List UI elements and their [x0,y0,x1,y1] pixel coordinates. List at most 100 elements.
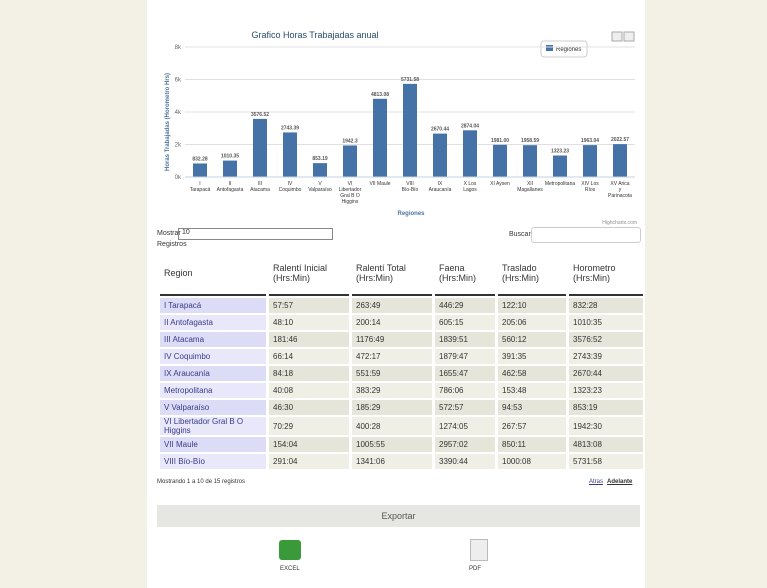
table-cell: 40:08 [269,383,349,398]
table-row: IV Coquimbo 66:14 472:17 1879:47 391:35 2743:… [160,349,643,364]
value-label: 832.28 [192,156,208,162]
table-row: V Valparaíso 46:30 185:29 572:57 94:53 853:19 [160,400,643,415]
table-cell: 5731:58 [569,454,643,469]
value-label: 2874.04 [461,123,479,129]
excel-label[interactable]: EXCEL [280,566,300,572]
table-cell: 3576:52 [569,332,643,347]
table-cell: 572:57 [435,400,495,415]
table-cell: 48:10 [269,315,349,330]
y-tick-label: 2k [175,143,182,149]
x-tick-label: VII Maule [369,181,390,187]
table-cell: 267:57 [498,417,566,435]
value-label: 1963.04 [581,138,599,144]
table-cell: 560:12 [498,332,566,347]
x-tick-label: XII Magallanes [517,181,543,193]
x-tick-label: XIV Los Ríos [581,181,599,193]
table-cell: 462:58 [498,366,566,381]
next-link[interactable]: Adelante [607,479,633,485]
table-cell: V Valparaíso [160,400,266,415]
table-cell: 70:29 [269,417,349,435]
bar [253,118,267,177]
table-cell: 786:06 [435,383,495,398]
table-row: VII Maule 154:04 1005:55 2957:02 850:11 4813:… [160,437,643,452]
table-cell: IV Coquimbo [160,349,266,364]
table-row: VI Libertador Gral B O Higgins 70:29 400:2… [160,417,643,435]
table-cell: 1839:51 [435,332,495,347]
table-cell: 1942:30 [569,417,643,435]
table-cell: II Antofagasta [160,315,266,330]
pdf-icon[interactable] [470,539,488,561]
column-header[interactable]: Horometro (Hrs:Min) [569,252,643,296]
table-cell: 850:11 [498,437,566,452]
table-cell: 400:28 [352,417,432,435]
table-cell: IX Araucanía [160,366,266,381]
value-label: 1323.23 [551,148,569,154]
table-row: VIII Bío-Bío 291:04 1341:06 3390:44 1000:08 5… [160,454,643,469]
table-cell: 66:14 [269,349,349,364]
value-label: 1981.00 [491,138,509,144]
chart-title: Grafico Horas Trabajadas anual [251,30,378,40]
table-cell: 1010:35 [569,315,643,330]
header-row: Region Ralentí Inicial (Hrs:Min) Ralentí T… [160,252,643,296]
table-cell: 94:53 [498,400,566,415]
table-cell: 551:59 [352,366,432,381]
table-cell: 1000:08 [498,454,566,469]
table-cell: 153:48 [498,383,566,398]
table-cell: 205:06 [498,315,566,330]
x-axis-label: Regiones [397,211,425,217]
table-cell: Metropolitana [160,383,266,398]
table-cell: 185:29 [352,400,432,415]
table-cell: 853:19 [569,400,643,415]
y-tick-label: 8k [175,45,182,51]
y-tick-label: 0k [175,175,182,181]
column-header[interactable]: Ralentí Total (Hrs:Min) [352,252,432,296]
value-label: 1942.3 [342,138,358,144]
column-header[interactable]: Faena (Hrs:Min) [435,252,495,296]
value-label: 3576.52 [251,112,269,118]
search-input[interactable] [531,227,641,243]
x-tick-label: IX Araucanía [429,181,452,193]
bar [463,130,477,177]
column-header[interactable]: Traslado (Hrs:Min) [498,252,566,296]
excel-icon[interactable] [279,540,301,560]
export-title: Exportar [157,505,640,527]
table-cell: 1655:47 [435,366,495,381]
bar [493,144,507,177]
records-label: Registros [157,241,187,248]
y-axis-label: Horas Trabajadas (Horometro Hrs) [165,73,171,171]
column-header[interactable]: Ralentí Inicial (Hrs:Min) [269,252,349,296]
export-button[interactable] [623,31,635,42]
table-row: IX Araucanía 84:18 551:59 1655:47 462:58 2670… [160,366,643,381]
bar [403,83,417,177]
value-label: 853.19 [312,156,328,162]
bar [523,145,537,177]
table-cell: 2957:02 [435,437,495,452]
x-tick-label: V Valparaíso [308,181,332,193]
x-tick-label: X Los Lagos [463,181,477,193]
credit[interactable]: Highcharts.com [602,220,637,226]
table-cell: 446:29 [435,298,495,313]
x-tick-label: IV Coquimbo [279,181,302,193]
value-label: 2743.39 [281,125,299,131]
table-cell: III Atacama [160,332,266,347]
table-cell: 154:04 [269,437,349,452]
legend-label[interactable]: Regiones [556,47,581,53]
y-tick-label: 4k [175,110,182,116]
pdf-label[interactable]: PDF [469,566,481,572]
table-cell: 4813:08 [569,437,643,452]
column-header[interactable]: Region [160,252,266,296]
print-button[interactable] [611,31,623,42]
table-cell: 57:57 [269,298,349,313]
chart: Grafico Horas Trabajadas anual Horas Tra… [165,30,637,226]
bar [433,133,447,177]
table-cell: 46:30 [269,400,349,415]
table-cell: I Tarapacá [160,298,266,313]
value-label: 1958.59 [521,138,539,144]
bar [583,145,597,177]
table-cell: 181:46 [269,332,349,347]
table-row: Metropolitana 40:08 383:29 786:06 153:48 1323… [160,383,643,398]
page-size-select[interactable]: 10 [178,228,333,240]
table-cell: 122:10 [498,298,566,313]
prev-link[interactable]: Atras [589,479,604,485]
